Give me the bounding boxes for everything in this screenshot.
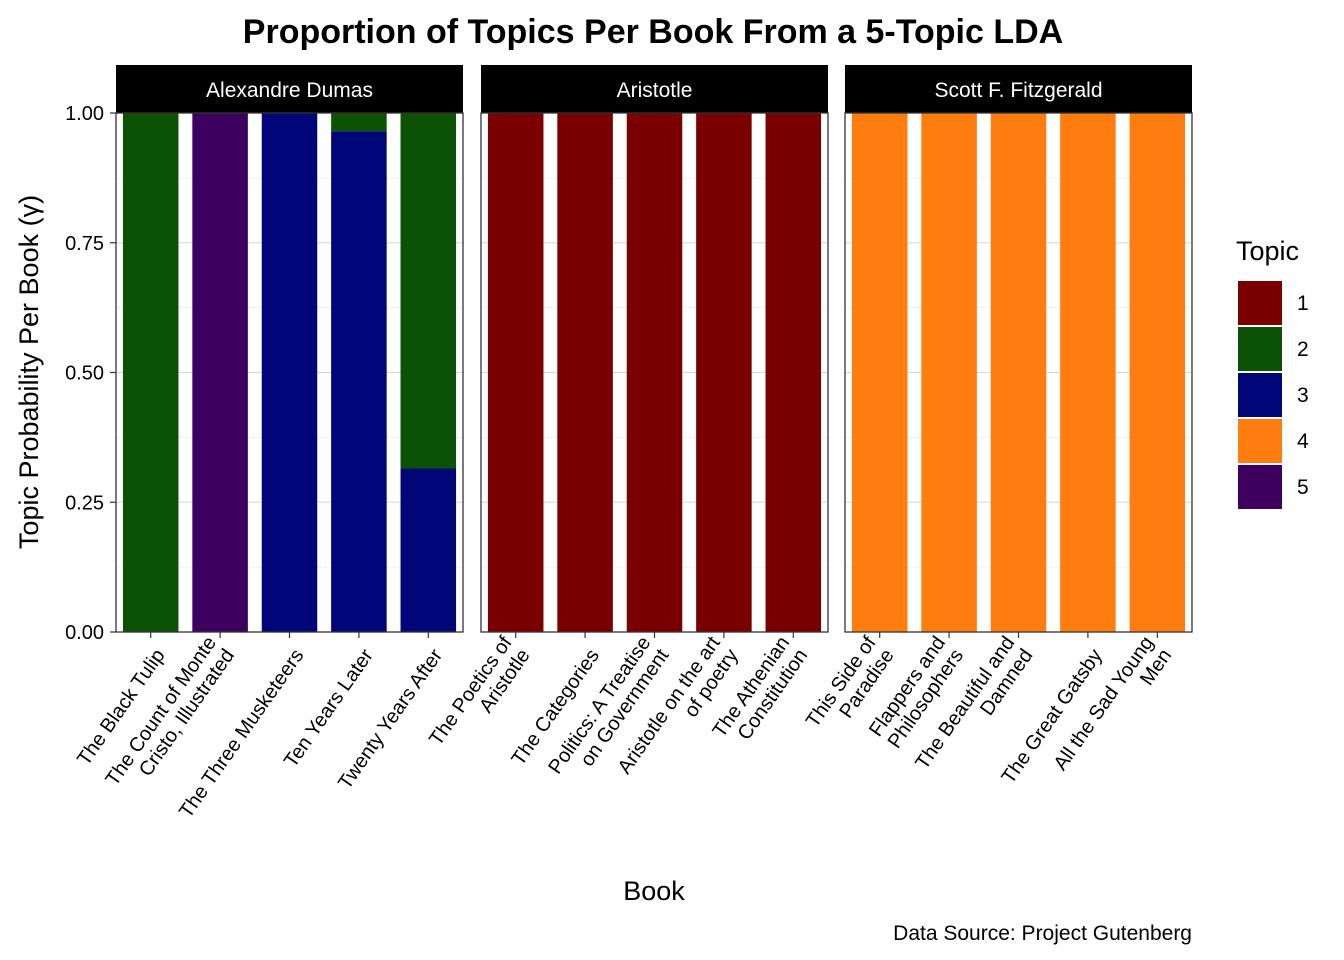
legend-label: 2: [1297, 338, 1309, 361]
y-axis: 0.00 0.25 0.50 0.75 1.00: [65, 103, 116, 644]
bar-segment-topic-5: [192, 113, 248, 632]
bar-segment-topic-1: [696, 113, 752, 632]
bar-segment-topic-4: [1060, 113, 1116, 632]
legend-label: 3: [1297, 384, 1309, 407]
legend-key-topic-3: [1238, 373, 1282, 417]
y-tick-label: 1.00: [65, 103, 104, 125]
bar-segment-topic-3: [261, 113, 318, 632]
legend-label: 4: [1297, 430, 1309, 453]
caption: Data Source: Project Gutenberg: [893, 922, 1192, 945]
chart-title: Proportion of Topics Per Book From a 5-T…: [243, 13, 1063, 51]
legend-label: 1: [1297, 292, 1309, 315]
facet-strip-label: Aristotle: [617, 79, 693, 102]
legend-key-topic-5: [1238, 465, 1282, 509]
legend-key-topic-1: [1238, 281, 1282, 325]
legend-key-topic-2: [1238, 327, 1282, 371]
y-tick-label: 0.75: [65, 233, 104, 255]
facet-strip: [845, 65, 1192, 113]
bar-segment-topic-2: [400, 113, 457, 469]
legend: Topic 1 2 3 4 5: [1236, 236, 1309, 509]
legend-title: Topic: [1236, 236, 1299, 266]
facet-strip-label: Alexandre Dumas: [206, 79, 373, 102]
bar-segment-topic-4: [921, 113, 977, 632]
bar-segment-topic-4: [1129, 113, 1186, 632]
facet-strip: [481, 65, 828, 113]
bar-segment-topic-2: [331, 113, 387, 132]
bar-segment-topic-3: [331, 131, 387, 633]
bar-segment-topic-3: [400, 468, 457, 632]
bar-segment-topic-1: [765, 113, 822, 632]
bar-segment-topic-2: [122, 113, 179, 632]
legend-label: 5: [1297, 476, 1309, 499]
bar-segment-topic-1: [557, 113, 613, 632]
y-tick-label: 0.00: [65, 622, 104, 644]
bar-segment-topic-1: [626, 113, 683, 632]
panel-border: [844, 112, 1193, 633]
legend-key-topic-4: [1238, 419, 1282, 463]
y-tick-label: 0.25: [65, 492, 104, 514]
y-tick-label: 0.50: [65, 363, 104, 385]
y-axis-title: Topic Probability Per Book (γ): [14, 195, 44, 549]
bar-segment-topic-1: [487, 113, 544, 632]
x-axis-title: Book: [623, 876, 685, 906]
panel-border: [115, 112, 464, 633]
bar-segment-topic-4: [990, 113, 1047, 632]
bar-segment-topic-4: [851, 113, 908, 632]
panel-border: [480, 112, 829, 633]
facet-strip: [116, 65, 463, 113]
facet-strip-label: Scott F. Fitzgerald: [934, 79, 1102, 102]
